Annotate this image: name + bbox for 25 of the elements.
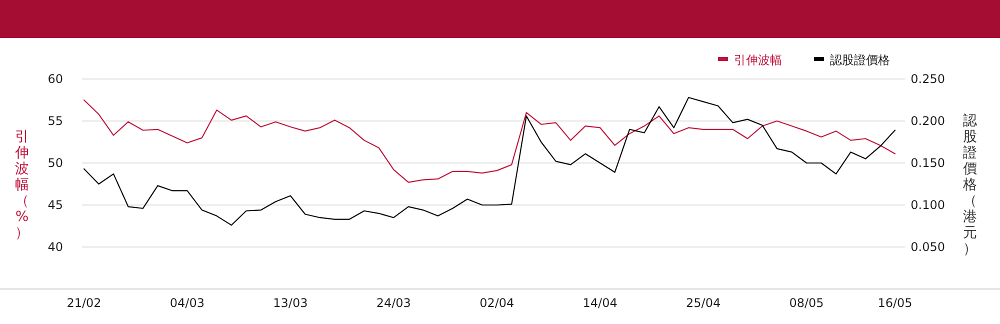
y-tick-label: 50 <box>48 156 63 170</box>
y2-tick-label: 0.150 <box>910 156 945 170</box>
y-tick-label: 55 <box>48 114 63 128</box>
x-tick-label: 04/03 <box>170 296 205 310</box>
y-tick-label: 45 <box>48 198 63 212</box>
y2-tick-label: 0.250 <box>910 72 945 86</box>
x-tick-label: 02/04 <box>480 296 514 310</box>
legend-label: 認股證價格 <box>830 53 890 67</box>
x-tick-label: 13/03 <box>273 296 308 310</box>
x-tick-label: 21/02 <box>66 296 102 310</box>
x-tick-label: 14/04 <box>582 296 618 310</box>
x-tick-label: 25/04 <box>686 296 721 310</box>
x-tick-label: 16/05 <box>878 296 912 310</box>
legend-label: 引伸波幅 <box>734 53 782 67</box>
y2-tick-label: 0.100 <box>910 198 945 212</box>
y2-tick-label: 0.200 <box>910 114 945 128</box>
y-tick-label: 60 <box>48 72 63 86</box>
text: 認股證價格（港元） <box>963 113 977 257</box>
y2-tick-label: 0.050 <box>910 240 945 254</box>
line-series <box>83 96 896 226</box>
y-axis-title: 引伸波幅（%） <box>14 129 29 241</box>
y-tick-label: 40 <box>48 240 63 254</box>
x-tick-label: 08/05 <box>789 296 824 310</box>
x-tick-label: 24/03 <box>376 296 411 310</box>
line-series <box>83 99 896 183</box>
